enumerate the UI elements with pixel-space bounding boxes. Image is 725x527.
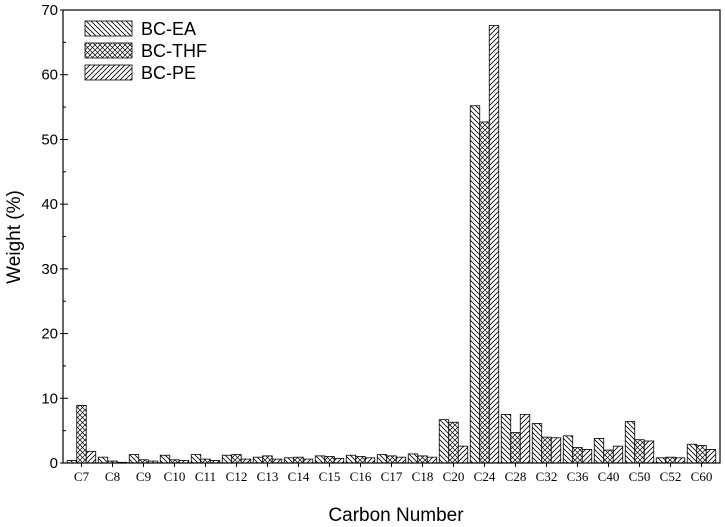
x-tick-label: C17 bbox=[381, 469, 403, 484]
bar bbox=[97, 456, 109, 464]
bar bbox=[355, 456, 366, 464]
x-axis-title: Carbon Number bbox=[328, 505, 464, 526]
bar bbox=[395, 456, 407, 464]
bar bbox=[324, 456, 335, 464]
bar bbox=[655, 457, 667, 464]
bar bbox=[283, 457, 295, 464]
y-tick-label: 60 bbox=[41, 67, 58, 84]
y-tick-label: 40 bbox=[41, 196, 58, 213]
bar bbox=[665, 456, 676, 464]
x-tick-label: C13 bbox=[257, 469, 279, 484]
bar bbox=[479, 121, 490, 464]
y-tick-label: 30 bbox=[41, 261, 58, 278]
bar bbox=[705, 449, 717, 464]
x-tick-label: C60 bbox=[691, 469, 713, 484]
bar bbox=[262, 455, 273, 464]
bar bbox=[643, 440, 655, 464]
x-tick-label: C9 bbox=[136, 469, 151, 484]
bar bbox=[634, 439, 645, 464]
x-tick-label: C32 bbox=[536, 469, 558, 484]
bar bbox=[469, 105, 481, 464]
bar bbox=[531, 423, 543, 464]
bar bbox=[252, 456, 264, 464]
bar bbox=[572, 447, 583, 464]
bar bbox=[345, 454, 357, 464]
legend-swatch bbox=[84, 64, 133, 81]
x-tick-label: C50 bbox=[629, 469, 651, 484]
bar bbox=[159, 454, 171, 464]
bar bbox=[128, 454, 140, 464]
x-axis: C7 C8 C9 C10 C11 C12 C13 C14 C15 C16 C17 C18 C20 C24 C… bbox=[74, 463, 712, 484]
x-tick-label: C28 bbox=[505, 469, 527, 484]
x-tick-label: C24 bbox=[474, 469, 496, 484]
bar bbox=[417, 455, 428, 464]
bar bbox=[519, 414, 531, 464]
bar bbox=[457, 445, 469, 464]
y-tick-label: 50 bbox=[41, 131, 58, 148]
bar bbox=[407, 453, 419, 464]
bar bbox=[438, 419, 450, 464]
bar bbox=[190, 454, 202, 464]
bar bbox=[426, 456, 438, 464]
x-tick-label: C52 bbox=[660, 469, 682, 484]
legend-label: BC-EA bbox=[141, 19, 196, 39]
x-tick-label: C40 bbox=[598, 469, 620, 484]
bar bbox=[221, 454, 233, 464]
x-tick-label: C8 bbox=[105, 469, 120, 484]
bar bbox=[293, 456, 304, 464]
x-tick-label: C18 bbox=[412, 469, 434, 484]
bar bbox=[314, 455, 326, 464]
bar bbox=[550, 437, 562, 464]
bar bbox=[612, 445, 624, 464]
bar bbox=[510, 432, 521, 464]
bar bbox=[603, 449, 614, 464]
bar bbox=[696, 445, 707, 464]
bar bbox=[364, 457, 376, 464]
bars-group bbox=[66, 25, 717, 464]
bar bbox=[376, 454, 388, 464]
legend-label: BC-PE bbox=[141, 63, 196, 83]
x-tick-label: C36 bbox=[567, 469, 589, 484]
bar bbox=[386, 455, 397, 464]
x-tick-label: C16 bbox=[350, 469, 372, 484]
bar bbox=[674, 457, 686, 464]
bar bbox=[448, 421, 459, 464]
legend-swatch bbox=[84, 42, 133, 59]
x-tick-label: C11 bbox=[195, 469, 216, 484]
x-tick-label: C14 bbox=[288, 469, 310, 484]
x-tick-label: C15 bbox=[319, 469, 341, 484]
bar bbox=[593, 438, 605, 464]
bar bbox=[624, 421, 636, 464]
x-tick-label: C7 bbox=[74, 469, 90, 484]
x-tick-label: C12 bbox=[226, 469, 248, 484]
y-tick-label: 10 bbox=[41, 390, 58, 407]
x-tick-label: C10 bbox=[164, 469, 186, 484]
bar bbox=[581, 449, 593, 464]
y-axis: 0 10 20 30 40 50 60 70 bbox=[41, 2, 68, 472]
bar bbox=[500, 414, 512, 464]
legend-label: BC-THF bbox=[141, 41, 207, 61]
bar bbox=[686, 443, 698, 464]
bar bbox=[488, 25, 500, 464]
bar bbox=[76, 405, 87, 464]
bar bbox=[333, 458, 345, 464]
y-tick-label: 0 bbox=[50, 455, 58, 472]
y-tick-label: 70 bbox=[41, 2, 58, 19]
bar bbox=[541, 436, 552, 464]
bar bbox=[85, 450, 97, 464]
x-tick-label: C20 bbox=[443, 469, 465, 484]
bar bbox=[562, 435, 574, 464]
legend-swatch bbox=[84, 20, 133, 37]
y-tick-label: 20 bbox=[41, 326, 58, 343]
bar bbox=[231, 454, 242, 464]
y-axis-title: Weight (%) bbox=[4, 190, 25, 284]
